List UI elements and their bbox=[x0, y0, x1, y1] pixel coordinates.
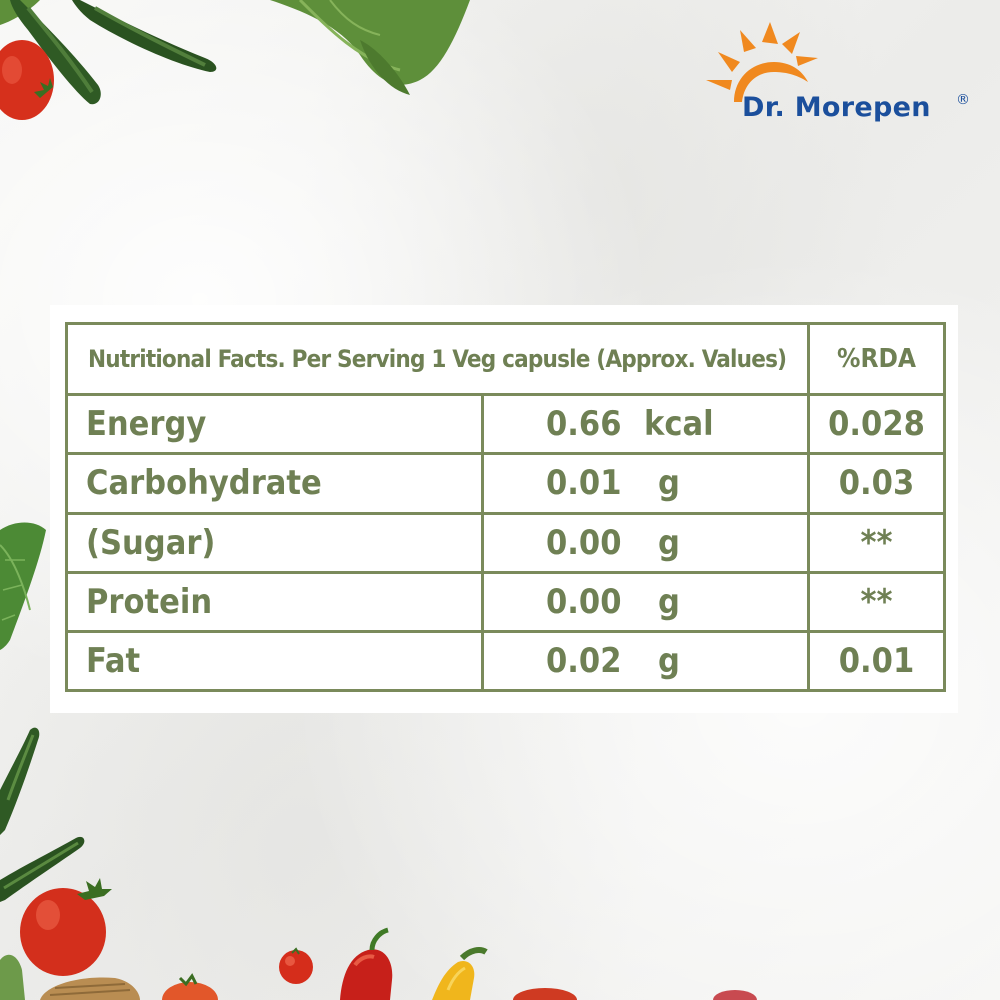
leaf-icon bbox=[0, 522, 46, 650]
yellow-squash-icon bbox=[432, 947, 488, 1000]
nutrient-name: Carbohydrate bbox=[65, 452, 484, 515]
zucchini-icon bbox=[0, 727, 85, 902]
tomato-icon bbox=[0, 40, 54, 120]
rda-column-header: %RDA bbox=[807, 321, 947, 397]
nutrient-name: Energy bbox=[65, 393, 484, 456]
nutrient-amount: 0.00 g bbox=[480, 511, 811, 574]
nutrient-amount: 0.00 g bbox=[480, 570, 811, 633]
amount-value: 0.00 bbox=[546, 581, 622, 622]
nutrient-rda: ** bbox=[807, 511, 947, 574]
amount-unit: g bbox=[658, 522, 680, 563]
amount-unit: kcal bbox=[644, 404, 714, 445]
nutrient-name: Protein bbox=[65, 570, 484, 633]
amount-unit: g bbox=[658, 463, 680, 504]
cherry-tomato-icon bbox=[279, 947, 313, 984]
table-header-row: Nutritional Facts. Per Serving 1 Veg cap… bbox=[64, 321, 947, 397]
tomato-icon bbox=[20, 878, 112, 976]
chili-pepper-icon bbox=[340, 927, 393, 1000]
nutrient-amount: 0.01 g bbox=[480, 452, 811, 515]
amount-unit: g bbox=[658, 640, 680, 681]
amount-value: 0.00 bbox=[546, 522, 622, 563]
amount-value: 0.01 bbox=[546, 463, 622, 504]
amount-unit: g bbox=[658, 581, 680, 622]
nutrient-rda: ** bbox=[807, 570, 947, 633]
nutrition-facts-table: Nutritional Facts. Per Serving 1 Veg cap… bbox=[64, 321, 947, 693]
sun-icon bbox=[706, 22, 818, 102]
basket-icon bbox=[0, 954, 140, 1000]
amount-value: 0.02 bbox=[546, 640, 622, 681]
table-title: Nutritional Facts. Per Serving 1 Veg cap… bbox=[64, 321, 811, 397]
nutrient-name: Fat bbox=[65, 629, 484, 693]
table-row: Fat 0.02 g 0.01 bbox=[65, 629, 947, 693]
brand-logo: Dr. Morepen ® bbox=[700, 22, 980, 123]
table-row: (Sugar) 0.00 g ** bbox=[65, 511, 947, 574]
tomato-icon bbox=[513, 988, 757, 1000]
nutrient-rda: 0.03 bbox=[807, 452, 947, 515]
brand-name: Dr. Morepen bbox=[742, 92, 931, 123]
zucchini-icon bbox=[10, 0, 217, 105]
table-row: Protein 0.00 g ** bbox=[65, 570, 947, 633]
nutrient-name: (Sugar) bbox=[65, 511, 484, 574]
table-row: Carbohydrate 0.01 g 0.03 bbox=[65, 452, 947, 515]
amount-value: 0.66 bbox=[546, 404, 622, 445]
nutrient-amount: 0.02 g bbox=[480, 629, 811, 693]
table-row: Energy 0.66 kcal 0.028 bbox=[65, 393, 947, 456]
tomato-icon bbox=[162, 973, 218, 1000]
nutrient-amount: 0.66 kcal bbox=[480, 393, 811, 456]
nutrient-rda: 0.028 bbox=[807, 393, 947, 456]
leaf-icon bbox=[0, 0, 470, 95]
registered-mark: ® bbox=[956, 92, 970, 108]
nutrient-rda: 0.01 bbox=[807, 629, 947, 693]
